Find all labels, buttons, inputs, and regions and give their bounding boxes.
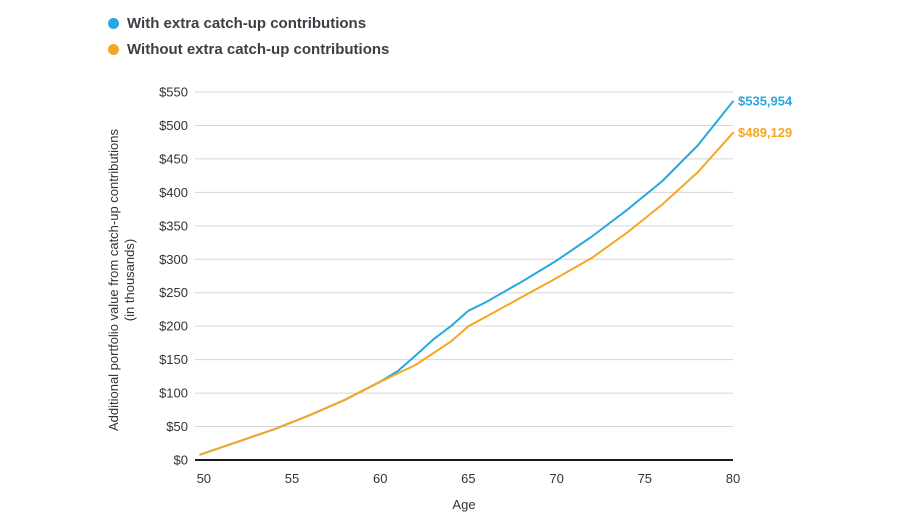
chart-legend: With extra catch-up contributions Withou… xyxy=(108,10,389,62)
x-tick-label: 75 xyxy=(638,471,652,486)
series-lines xyxy=(199,100,734,456)
end-labels: $535,954 $489,129 xyxy=(738,93,793,139)
x-tick-label: 80 xyxy=(726,471,740,486)
y-tick-label: $300 xyxy=(159,252,188,267)
series-line-with-catch-up xyxy=(199,100,734,456)
y-tick-label: $250 xyxy=(159,285,188,300)
x-tick-label: 70 xyxy=(549,471,563,486)
x-tick-label: 50 xyxy=(197,471,211,486)
y-axis-ticks: $0 $50 $100 $150 $200 $250 $300 $350 $400 $450 $50… xyxy=(159,85,188,468)
legend-item-without-catch-up: Without extra catch-up contributions xyxy=(108,36,389,62)
x-tick-label: 65 xyxy=(461,471,475,486)
legend-swatch-without-catch-up xyxy=(108,43,119,55)
y-axis-subtitle: (in thousands) xyxy=(122,239,137,321)
x-axis-title: Age xyxy=(452,497,475,512)
y-tick-label: $450 xyxy=(159,151,188,166)
gridlines xyxy=(195,91,733,428)
legend-label-without-catch-up: Without extra catch-up contributions xyxy=(127,40,390,58)
y-tick-label: $400 xyxy=(159,185,188,200)
x-tick-label: 55 xyxy=(285,471,299,486)
y-axis-title-group: Additional portfolio value from catch-up… xyxy=(106,128,137,431)
end-value-label: $489,129 xyxy=(738,125,792,140)
y-tick-label: $50 xyxy=(166,419,188,434)
x-axis-ticks: 50 55 60 65 70 75 80 xyxy=(197,471,741,486)
legend-item-with-catch-up: With extra catch-up contributions xyxy=(108,10,389,36)
x-tick-label: 60 xyxy=(373,471,387,486)
legend-swatch-with-catch-up xyxy=(108,17,119,29)
y-tick-label: $500 xyxy=(159,118,188,133)
series-line-without-catch-up xyxy=(199,131,734,456)
y-tick-label: $150 xyxy=(159,352,188,367)
y-tick-label: $350 xyxy=(159,218,188,233)
y-tick-label: $100 xyxy=(159,386,188,401)
legend-label-with-catch-up: With extra catch-up contributions xyxy=(127,14,367,32)
y-tick-label: $0 xyxy=(174,453,188,468)
y-axis-title: Additional portfolio value from catch-up… xyxy=(106,128,121,431)
y-tick-label: $550 xyxy=(159,85,188,100)
end-value-label: $535,954 xyxy=(738,93,793,108)
y-tick-label: $200 xyxy=(159,319,188,334)
